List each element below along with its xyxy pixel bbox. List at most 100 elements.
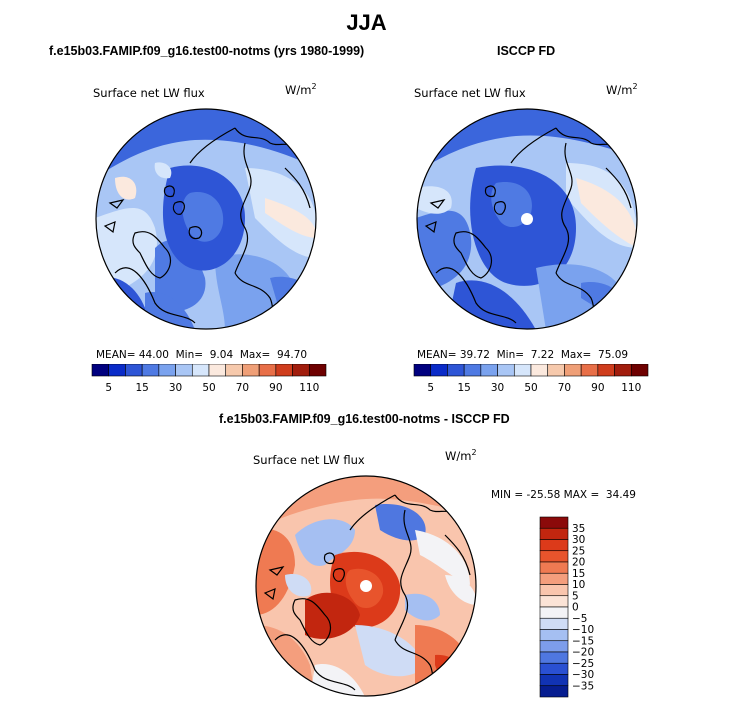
panel-1-colorbar-swatch — [141, 364, 160, 377]
panel-2-colorbar-swatch — [630, 364, 649, 377]
diff-panel-units: W/m2 — [445, 448, 477, 463]
panel-1-max: 94.70 — [277, 349, 308, 361]
panel-1-colorbar-swatch — [258, 364, 277, 377]
diff-polar-map — [255, 475, 477, 697]
panel-2-colorbar-swatch — [530, 364, 549, 377]
panel-1-colorbar-swatch — [242, 364, 260, 377]
panel-2-colorbar-swatch — [513, 364, 532, 377]
diff-colorbar-label: −30 — [572, 669, 594, 681]
panel-1-colorbar-swatch — [191, 364, 210, 377]
panel-1-colorbar-label: 90 — [269, 382, 282, 394]
panel-1-colorbar-swatch — [108, 364, 126, 377]
diff-colorbar-swatch — [539, 674, 569, 687]
panel-2-variable: Surface net LW flux — [414, 86, 526, 100]
diff-colorbar-label: −25 — [572, 658, 594, 670]
diff-colorbar-label: −35 — [572, 680, 594, 692]
diff-colorbar-swatch — [539, 584, 569, 597]
panel-1-colorbar-swatch — [275, 364, 293, 377]
diff-colorbar-swatch — [539, 550, 569, 563]
panel-2-colorbar: 51530507090110130 — [413, 364, 649, 394]
panel-2-colorbar-swatch — [497, 364, 515, 377]
diff-colorbar-label: 15 — [572, 568, 585, 580]
diff-colorbar-label: −5 — [572, 613, 587, 625]
diff-colorbar-label: −20 — [572, 647, 594, 659]
diff-colorbar-swatch — [539, 539, 569, 552]
panel-2-units: W/m2 — [606, 82, 638, 97]
panel-1-stats: MEAN= 44.00 Min= 9.04 Max= 94.70 — [96, 349, 307, 361]
panel-2-colorbar-swatch — [597, 364, 615, 377]
panel-2-stats: MEAN= 39.72 Min= 7.22 Max= 75.09 — [417, 349, 628, 361]
panel-1-colorbar-label: 30 — [169, 382, 182, 394]
diff-minmax: MIN = -25.58 MAX = 34.49 — [491, 489, 636, 501]
diff-colorbar-swatch — [539, 606, 569, 619]
diff-colorbar-label: 5 — [572, 590, 579, 602]
panel-1-max-label: Max= — [239, 349, 271, 361]
diff-panel-heading: f.e15b03.FAMIP.f09_g16.test00-notms - IS… — [219, 412, 510, 426]
pole-hole — [521, 213, 533, 225]
panel-1-colorbar-swatch — [125, 364, 143, 377]
pole-hole — [360, 580, 372, 592]
panel-1-colorbar-swatch — [175, 364, 193, 377]
panel-1-units: W/m2 — [285, 82, 317, 97]
diff-colorbar-label: 25 — [572, 545, 585, 557]
diff-colorbar-label: 30 — [572, 534, 585, 546]
panel-2-max: 75.09 — [598, 349, 629, 361]
panel-2-colorbar-label: 70 — [558, 382, 571, 394]
diff-colorbar-label: −15 — [572, 635, 594, 647]
panel-2-min: 7.22 — [530, 349, 555, 361]
diff-colorbar-label: 20 — [572, 557, 585, 569]
diff-colorbar-swatch — [539, 572, 569, 585]
diff-colorbar-swatch — [539, 617, 569, 630]
diff-colorbar-swatch — [539, 651, 569, 664]
panel-2-colorbar-label: 90 — [591, 382, 604, 394]
panel-1-mean: 44.00 — [138, 349, 169, 361]
panel-1-colorbar-swatch — [225, 364, 243, 377]
panel-2-colorbar-label: 110 — [621, 382, 641, 394]
panel-2-colorbar-swatch — [480, 364, 498, 377]
panel-1-colorbar-swatch — [208, 364, 227, 377]
panel-1-colorbar-label: 15 — [135, 382, 148, 394]
diff-colorbar-label: 10 — [572, 579, 585, 591]
panel-2-colorbar-swatch — [463, 364, 482, 377]
panel-1-colorbar-label: 110 — [299, 382, 319, 394]
panel-2-colorbar-swatch — [614, 364, 632, 377]
panel-2-mean: 39.72 — [459, 349, 490, 361]
figure-title: JJA — [346, 10, 387, 35]
diff-colorbar-swatch — [539, 527, 569, 540]
panel-1-polar-map — [95, 108, 317, 330]
panel-1-min-label: Min= — [175, 349, 204, 361]
panel-1-variable: Surface net LW flux — [93, 86, 205, 100]
panel-2-colorbar-swatch — [413, 364, 432, 377]
panel-1-colorbar-label: 5 — [105, 382, 112, 394]
panel-2-heading: ISCCP FD — [497, 44, 556, 58]
diff-colorbar-swatch — [539, 561, 569, 574]
panel-2-colorbar-label: 30 — [491, 382, 504, 394]
diff-panel-variable: Surface net LW flux — [253, 453, 365, 467]
panel-1-colorbar-label: 70 — [236, 382, 249, 394]
panel-2-colorbar-swatch — [547, 364, 565, 377]
panel-2-colorbar-swatch — [580, 364, 599, 377]
diff-colorbar-swatch — [539, 629, 569, 642]
panel-1-colorbar-swatch — [308, 364, 327, 377]
panel-2-polar-map — [416, 108, 638, 330]
panel-2-colorbar-label: 50 — [524, 382, 537, 394]
diff-colorbar-swatch — [539, 685, 569, 698]
panel-1-colorbar-swatch — [292, 364, 310, 377]
panel-2-colorbar-swatch — [430, 364, 448, 377]
diff-colorbar-label: 35 — [572, 523, 585, 535]
diff-colorbar-label: 0 — [572, 602, 579, 614]
diff-colorbar-swatch — [539, 595, 569, 608]
panel-1-colorbar-swatch — [158, 364, 176, 377]
panel-2-colorbar-swatch — [447, 364, 465, 377]
panel-1-mean-label: MEAN= — [96, 349, 136, 361]
panel-2-max-label: Max= — [560, 349, 592, 361]
diff-colorbar-label: −10 — [572, 624, 594, 636]
panel-1-min: 9.04 — [209, 349, 234, 361]
panel-1-colorbar: 51530507090110130 — [91, 364, 327, 394]
panel-1-colorbar-swatch — [91, 364, 110, 377]
panel-1-colorbar-label: 50 — [202, 382, 215, 394]
diff-colorbar-swatch — [539, 516, 569, 529]
panel-2-mean-label: MEAN= — [417, 349, 457, 361]
panel-1-heading: f.e15b03.FAMIP.f09_g16.test00-notms (yrs… — [49, 44, 365, 58]
